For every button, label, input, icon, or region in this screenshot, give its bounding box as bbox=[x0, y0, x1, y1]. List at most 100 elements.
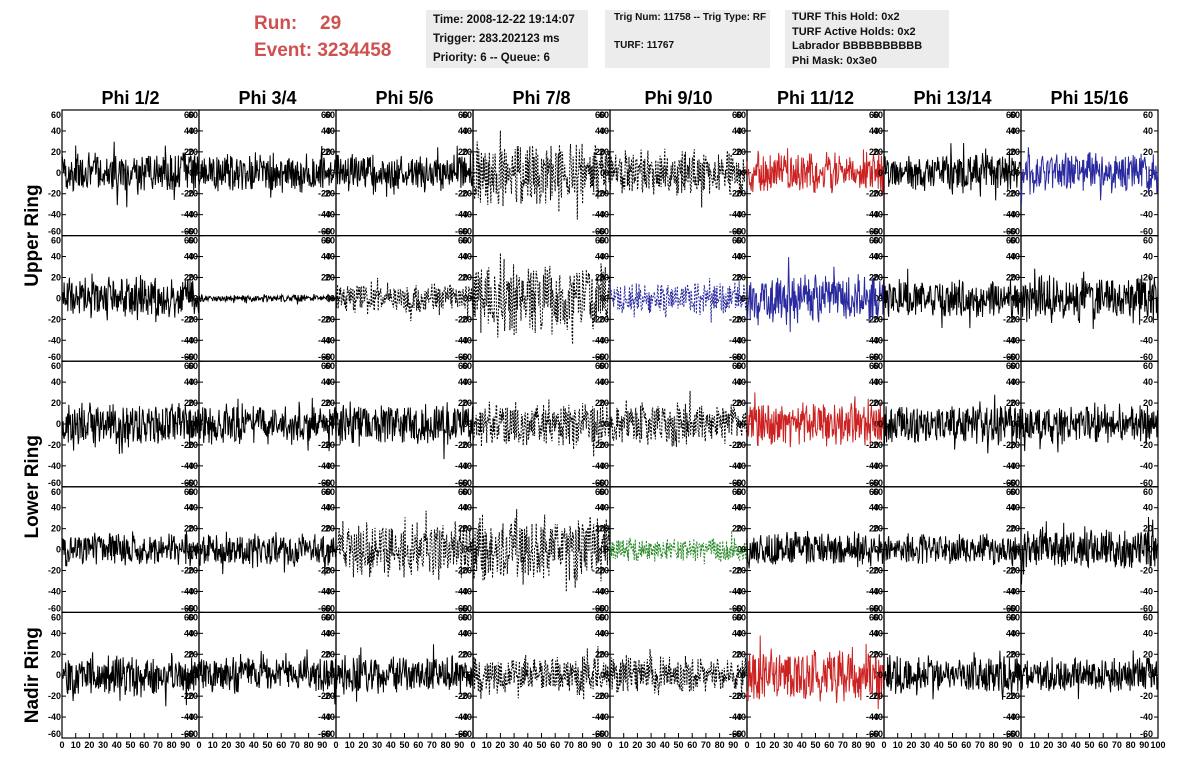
waveform-series bbox=[609, 390, 748, 448]
y-tick-label: 40 bbox=[869, 628, 879, 638]
y-tick-label: -60 bbox=[870, 603, 883, 613]
y-tick-label: 60 bbox=[595, 361, 605, 371]
y-tick-label: 60 bbox=[599, 236, 609, 246]
y-tick-label: 40 bbox=[1143, 377, 1153, 387]
y-tick-label: -60 bbox=[181, 352, 194, 362]
y-tick-label: -60 bbox=[1140, 478, 1153, 488]
y-tick-label: -40 bbox=[181, 335, 194, 345]
y-tick-label: -40 bbox=[729, 210, 742, 220]
y-tick-label: -40 bbox=[455, 335, 468, 345]
y-tick-label: 60 bbox=[1143, 612, 1153, 622]
y-tick-label: 40 bbox=[462, 252, 472, 262]
y-tick-label: -20 bbox=[322, 314, 335, 324]
y-tick-label: -40 bbox=[729, 461, 742, 471]
x-tick-label: 40 bbox=[660, 740, 670, 750]
y-tick-label: 0 bbox=[737, 670, 742, 680]
y-tick-label: -40 bbox=[1007, 335, 1020, 345]
y-tick-label: -60 bbox=[733, 603, 746, 613]
y-tick-label: 40 bbox=[51, 377, 61, 387]
y-tick-label: -20 bbox=[596, 566, 609, 576]
y-tick-label: -40 bbox=[870, 461, 883, 471]
y-tick-label: -60 bbox=[592, 603, 605, 613]
y-tick-label: -60 bbox=[1007, 227, 1020, 237]
x-tick-label: 90 bbox=[728, 740, 738, 750]
y-tick-label: 20 bbox=[595, 398, 605, 408]
y-tick-label: 40 bbox=[462, 628, 472, 638]
y-tick-label: 60 bbox=[869, 110, 879, 120]
y-tick-label: 60 bbox=[462, 487, 472, 497]
waveform-series bbox=[746, 148, 885, 196]
x-tick-label: 0 bbox=[470, 740, 475, 750]
column-title: Phi 3/4 bbox=[238, 88, 296, 108]
labrador-text: Labrador BBBBBBBBBB bbox=[792, 40, 923, 52]
y-tick-label: 40 bbox=[873, 503, 883, 513]
y-tick-label: -60 bbox=[48, 729, 61, 739]
y-tick-label: 0 bbox=[330, 293, 335, 303]
turf-this-hold-text: TURF This Hold: 0x2 bbox=[792, 11, 900, 23]
y-tick-label: -20 bbox=[733, 314, 746, 324]
x-tick-label: 0 bbox=[333, 740, 338, 750]
y-tick-label: -20 bbox=[1007, 314, 1020, 324]
y-tick-label: 60 bbox=[1006, 110, 1016, 120]
y-tick-label: 60 bbox=[51, 612, 61, 622]
waveform-series bbox=[883, 394, 1022, 454]
x-tick-label: 80 bbox=[304, 740, 314, 750]
y-tick-label: 20 bbox=[736, 398, 746, 408]
y-tick-label: 0 bbox=[1015, 168, 1020, 178]
y-tick-label: -60 bbox=[181, 603, 194, 613]
y-tick-label: -20 bbox=[1007, 691, 1020, 701]
y-tick-label: 20 bbox=[732, 649, 742, 659]
y-tick-label: -60 bbox=[1140, 352, 1153, 362]
x-tick-label: 70 bbox=[838, 740, 848, 750]
y-tick-label: -20 bbox=[596, 314, 609, 324]
x-tick-label: 10 bbox=[1030, 740, 1040, 750]
y-tick-label: 60 bbox=[321, 487, 331, 497]
y-tick-label: 0 bbox=[604, 670, 609, 680]
y-tick-label: 40 bbox=[599, 252, 609, 262]
y-tick-label: 40 bbox=[184, 503, 194, 513]
y-tick-label: 60 bbox=[595, 236, 605, 246]
y-tick-label: 60 bbox=[595, 612, 605, 622]
y-tick-label: 60 bbox=[869, 361, 879, 371]
x-tick-label: 40 bbox=[249, 740, 259, 750]
phi-mask-text: Phi Mask: 0x3e0 bbox=[792, 54, 877, 67]
y-tick-label: -40 bbox=[455, 712, 468, 722]
y-tick-label: 0 bbox=[56, 168, 61, 178]
y-tick-label: -40 bbox=[181, 461, 194, 471]
y-tick-label: -20 bbox=[185, 189, 198, 199]
x-tick-label: 100 bbox=[1150, 740, 1165, 750]
y-tick-label: 40 bbox=[869, 503, 879, 513]
y-tick-label: 60 bbox=[873, 487, 883, 497]
y-tick-label: 60 bbox=[732, 612, 742, 622]
y-tick-label: 40 bbox=[462, 377, 472, 387]
y-tick-label: -60 bbox=[322, 603, 335, 613]
y-tick-label: 40 bbox=[595, 628, 605, 638]
turf-info-box: TURF This Hold: 0x2 TURF Active Holds: 0… bbox=[785, 10, 949, 68]
column-title: Phi 15/16 bbox=[1050, 88, 1128, 108]
y-tick-label: -40 bbox=[322, 210, 335, 220]
x-tick-label: 90 bbox=[1002, 740, 1012, 750]
y-tick-label: 60 bbox=[51, 361, 61, 371]
y-tick-label: 60 bbox=[325, 361, 335, 371]
y-tick-label: -60 bbox=[322, 478, 335, 488]
y-tick-label: -60 bbox=[185, 478, 198, 488]
y-tick-label: 40 bbox=[595, 377, 605, 387]
y-tick-label: 60 bbox=[1010, 612, 1020, 622]
y-tick-label: 60 bbox=[1006, 236, 1016, 246]
y-tick-label: 60 bbox=[869, 487, 879, 497]
y-tick-label: -60 bbox=[455, 227, 468, 237]
y-tick-label: -20 bbox=[596, 440, 609, 450]
y-tick-label: 60 bbox=[188, 361, 198, 371]
y-tick-label: -40 bbox=[866, 461, 879, 471]
waveform-series bbox=[746, 530, 885, 569]
y-tick-label: 40 bbox=[1006, 377, 1016, 387]
y-tick-label: -40 bbox=[318, 335, 331, 345]
y-tick-label: 20 bbox=[462, 147, 472, 157]
y-tick-label: -40 bbox=[455, 586, 468, 596]
x-tick-label: 40 bbox=[386, 740, 396, 750]
y-tick-label: 40 bbox=[458, 503, 468, 513]
y-tick-label: 20 bbox=[599, 272, 609, 282]
y-tick-label: -60 bbox=[729, 729, 742, 739]
y-tick-label: 20 bbox=[184, 272, 194, 282]
y-tick-label: 40 bbox=[869, 126, 879, 136]
